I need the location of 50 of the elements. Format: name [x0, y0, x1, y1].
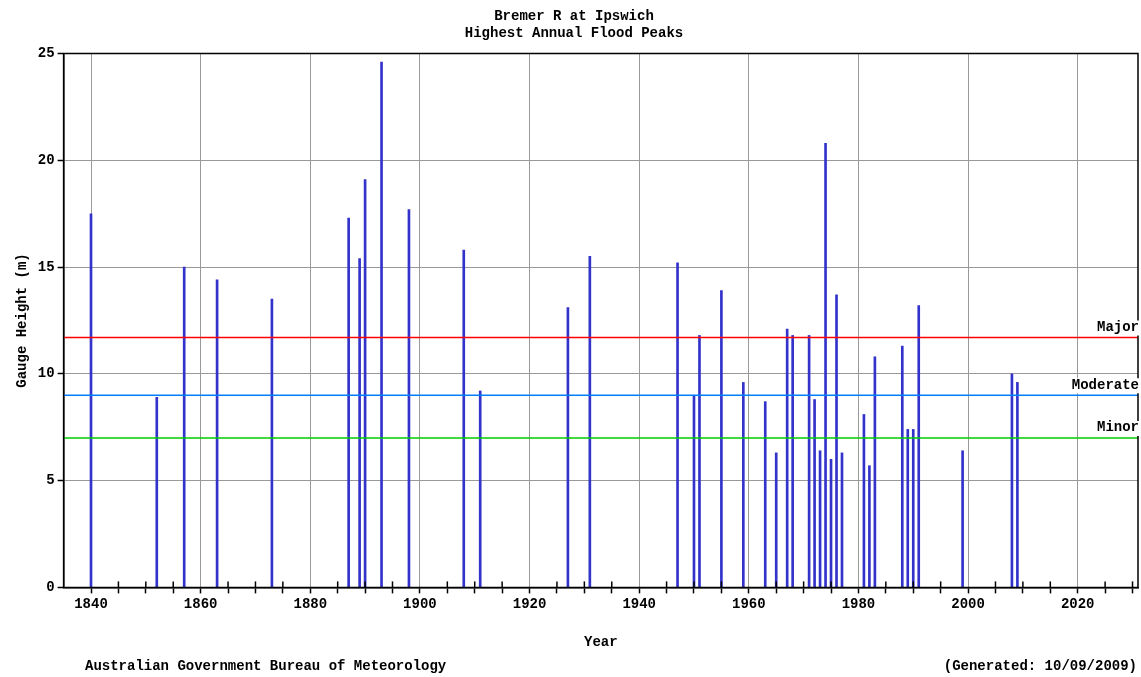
bar — [917, 305, 921, 588]
x-tick-label: 2000 — [951, 596, 985, 613]
bar — [698, 335, 701, 588]
bar — [785, 328, 789, 588]
bar — [961, 450, 964, 588]
y-tick-label: 0 — [46, 578, 55, 595]
bar — [763, 401, 767, 588]
bar — [380, 61, 383, 588]
x-tick-label: 1840 — [74, 596, 108, 613]
bar — [791, 335, 794, 588]
bar — [824, 142, 827, 588]
text: Australian Government Bureau of Meteorology — [85, 657, 447, 674]
bar — [911, 429, 915, 588]
x-tick-label: 2020 — [1060, 596, 1095, 613]
x-tick-label: 1940 — [622, 596, 656, 613]
y-tick-label: 5 — [46, 472, 55, 489]
text: (Generated: 10/09/2009) — [943, 657, 1137, 674]
x-tick-label: 1860 — [183, 596, 218, 613]
bar — [358, 258, 361, 588]
x-tick-label: 1960 — [732, 596, 766, 613]
x-tick-label: 1920 — [512, 596, 547, 613]
ref-line-label: Moderate — [1071, 376, 1139, 393]
y-tick-label: 10 — [37, 365, 55, 382]
bar — [347, 217, 350, 588]
y-tick-label: 15 — [37, 258, 55, 275]
bar — [676, 262, 679, 588]
bar — [478, 390, 482, 588]
x-tick-label: 1900 — [403, 596, 437, 613]
x-tick-label: 1980 — [841, 596, 876, 613]
bar — [906, 429, 910, 588]
bar — [868, 465, 871, 588]
bar — [155, 397, 159, 588]
bar — [900, 345, 904, 588]
bar — [720, 290, 723, 588]
bar — [813, 399, 816, 588]
bar — [774, 452, 778, 588]
bar — [182, 266, 186, 588]
y-tick-label: 25 — [37, 45, 55, 62]
x-tick-label: 1880 — [293, 596, 328, 613]
ref-line-label: Minor — [1096, 419, 1139, 436]
bar — [835, 294, 838, 588]
chart-subtitle: Highest Annual Flood Peaks — [464, 24, 684, 41]
x-axis-title: Year — [584, 634, 618, 651]
bar — [1016, 382, 1019, 588]
ref-line-label: Major — [1096, 319, 1139, 336]
bar — [741, 382, 745, 588]
y-tick-label: 20 — [37, 151, 55, 168]
y-axis-title: Gauge Height (m) — [13, 253, 30, 388]
bar — [462, 249, 466, 588]
chart-title: Bremer R at Ipswich — [494, 7, 654, 24]
